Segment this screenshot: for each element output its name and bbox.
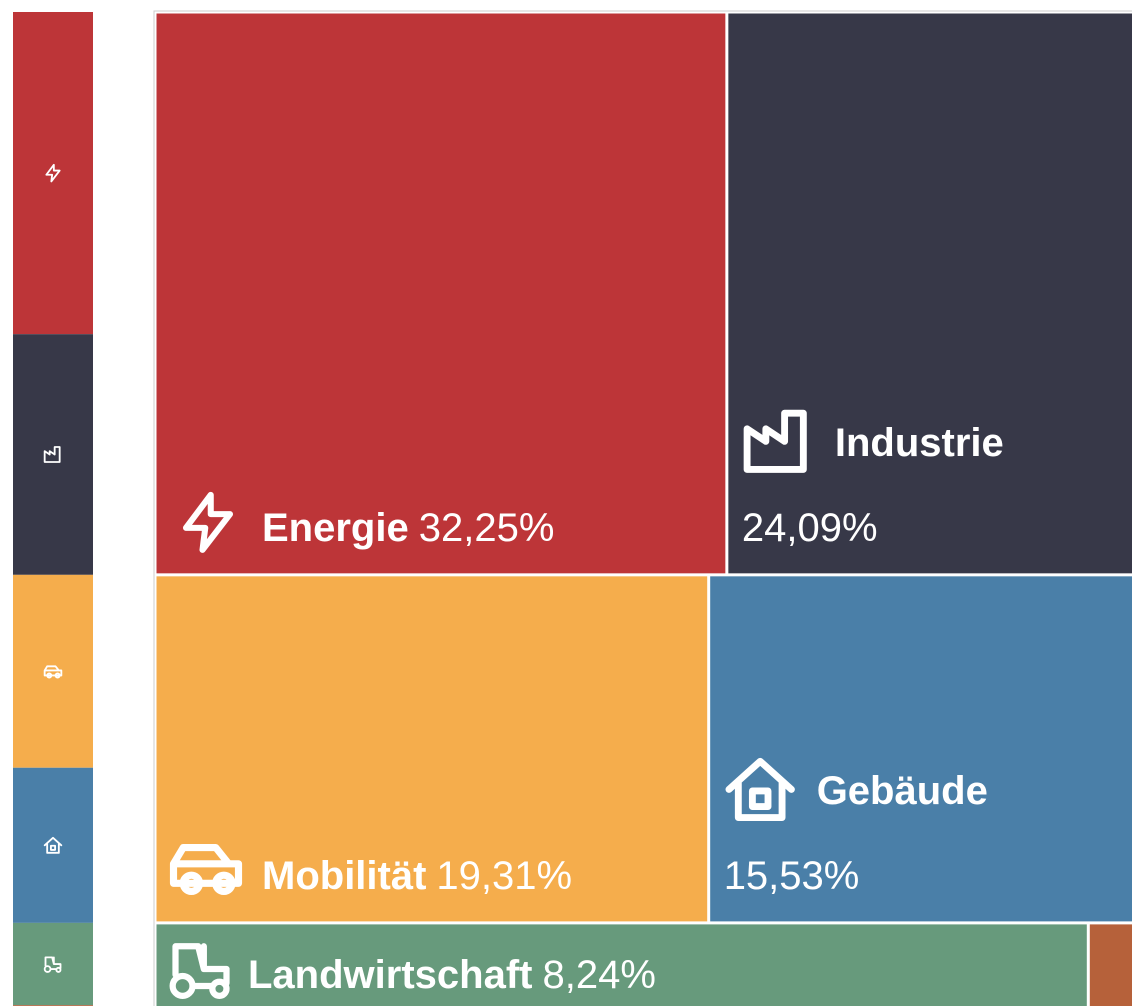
- side-segment: [13, 334, 93, 575]
- tile-name: Landwirtschaft: [248, 953, 532, 997]
- tile-icon: [169, 843, 243, 895]
- tile-value: 24,09%: [742, 506, 878, 550]
- tile: [728, 13, 1132, 574]
- side-segment: [13, 12, 93, 335]
- side-icon: [43, 446, 61, 463]
- side-icon: [43, 665, 63, 679]
- side-icon: [43, 836, 63, 854]
- side-icon: [45, 163, 61, 183]
- tile: [1089, 924, 1132, 1006]
- tile-name: Mobilität: [262, 854, 426, 898]
- tile-icon: [743, 409, 807, 473]
- tile-value: 15,53%: [724, 854, 860, 898]
- treemap-frame: [153, 10, 1132, 1006]
- tile-value: 8,24%: [542, 953, 655, 997]
- tile-icon: [169, 943, 230, 999]
- tile-name: Gebäude: [817, 769, 988, 813]
- tile: [710, 576, 1132, 922]
- tile-icon: [725, 757, 795, 821]
- tile: [156, 924, 1087, 1006]
- tile-value: 32,25%: [419, 506, 555, 550]
- tile-icon: [182, 491, 234, 553]
- tile: [156, 576, 708, 922]
- tile-name: Energie: [262, 506, 409, 550]
- tile-value: 19,31%: [436, 854, 572, 898]
- tile: [156, 13, 726, 574]
- side-icon: [43, 956, 62, 973]
- tile-name: Industrie: [835, 421, 1004, 465]
